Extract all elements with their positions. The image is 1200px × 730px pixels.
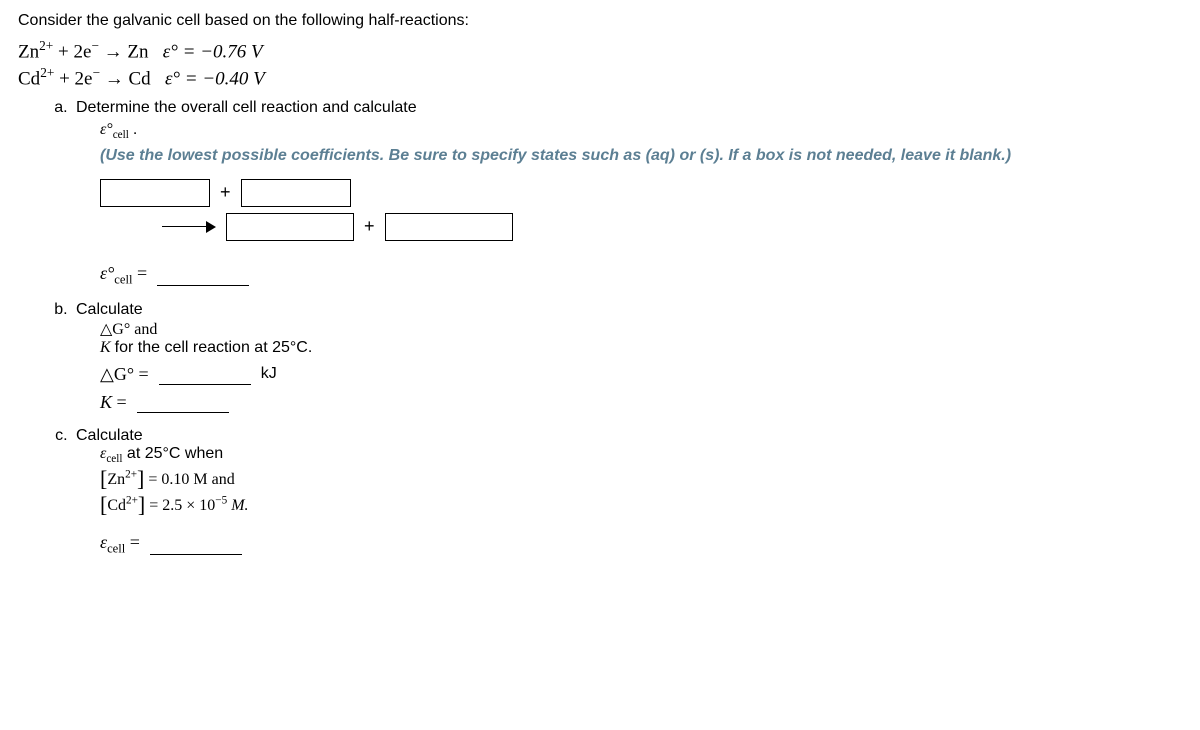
- intro-text: Consider the galvanic cell based on the …: [18, 12, 1182, 30]
- ecell-input[interactable]: [150, 533, 242, 555]
- part-a-hint: (Use the lowest possible coefficients. B…: [100, 147, 1150, 165]
- part-c-text: Calculate: [76, 427, 143, 444]
- ecell-std-row: ε°cell =: [100, 263, 1182, 288]
- k-row: K =: [100, 391, 1182, 413]
- dg-input[interactable]: [159, 363, 251, 385]
- k-line: K for the cell reaction at 25°C.: [100, 339, 1182, 357]
- part-c: Calculate εcell at 25°C when [Zn2+] = 0.…: [72, 427, 1182, 556]
- dg-row: △G° = kJ: [100, 363, 1182, 385]
- reactants-row: +: [100, 179, 1182, 207]
- kj-unit: kJ: [261, 365, 277, 383]
- ecell-std-input[interactable]: [157, 264, 249, 286]
- k-input[interactable]: [137, 391, 229, 413]
- zn-conc-line: [Zn2+] = 0.10 M and: [100, 466, 1182, 492]
- half-reaction-cd: Cd2+ + 2e− → Cd ε° = −0.40 V: [18, 65, 1182, 90]
- part-a: Determine the overall cell reaction and …: [72, 99, 1182, 288]
- arrow-icon: [162, 221, 216, 233]
- eps-cell-label: ε°cell .: [100, 121, 1182, 141]
- ecell-when-line: εcell at 25°C when: [100, 445, 1182, 465]
- reactant-2-input[interactable]: [241, 179, 351, 207]
- cd-conc-line: [Cd2+] = 2.5 × 10−5 M.: [100, 492, 1182, 518]
- dg-label: △G° and: [100, 319, 1182, 339]
- reactant-1-input[interactable]: [100, 179, 210, 207]
- half-reaction-zn: Zn2+ + 2e− → Zn ε° = −0.76 V: [18, 38, 1182, 63]
- product-2-input[interactable]: [385, 213, 513, 241]
- part-b: Calculate △G° and K for the cell reactio…: [72, 301, 1182, 413]
- product-1-input[interactable]: [226, 213, 354, 241]
- products-row: +: [162, 213, 1182, 241]
- part-a-text: Determine the overall cell reaction and …: [76, 99, 417, 116]
- ecell-row: εcell =: [100, 532, 1182, 557]
- plus-sign: +: [220, 182, 231, 203]
- plus-sign: +: [364, 216, 375, 237]
- part-b-text: Calculate: [76, 301, 143, 318]
